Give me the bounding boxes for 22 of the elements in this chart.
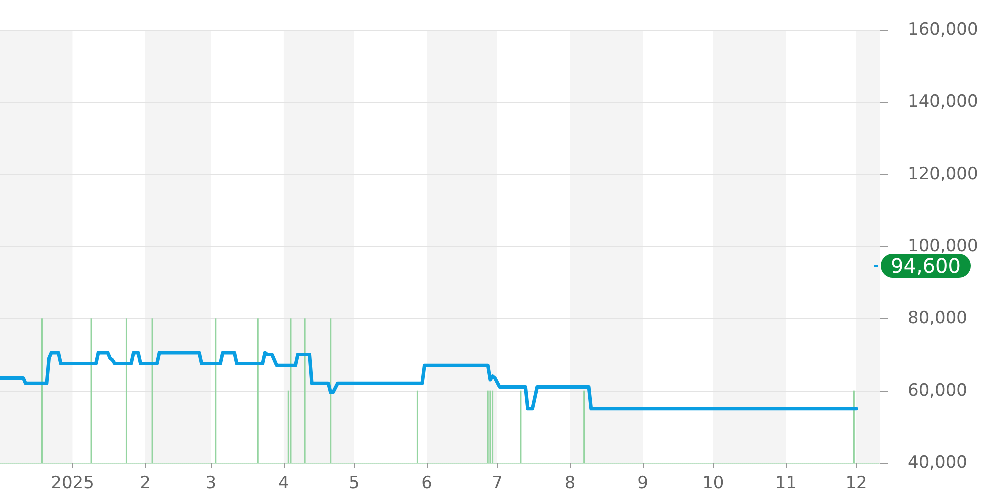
y-tick-label: 120,000 xyxy=(908,164,978,184)
x-tick-label: 3 xyxy=(206,474,217,494)
x-tick-label: 9 xyxy=(638,474,648,494)
y-tick-label: 160,000 xyxy=(908,20,978,40)
y-tick-label: 100,000 xyxy=(908,236,978,256)
badge: 94,600 xyxy=(881,254,971,278)
x-tick-label: 2 xyxy=(140,474,151,494)
y-tick-label: 60,000 xyxy=(908,380,968,401)
x-tick-label: 11 xyxy=(775,474,797,494)
x-tick-label: 10 xyxy=(702,474,724,494)
annotation: 94,600 xyxy=(891,254,961,278)
x-tick-label: 6 xyxy=(422,474,433,494)
x-tick-label: 4 xyxy=(278,474,290,494)
x-tick-label: 7 xyxy=(492,474,503,494)
x-tick-label: 8 xyxy=(564,474,576,494)
x-tick-label: 5 xyxy=(348,474,360,494)
y-tick-label: 140,000 xyxy=(908,92,978,112)
y-tick-label: 40,000 xyxy=(908,453,968,473)
y-tick-label: 80,000 xyxy=(908,308,968,329)
x-tick-label: 2025 xyxy=(51,474,94,494)
line-series xyxy=(0,351,858,411)
x-tick-label: 12 xyxy=(846,474,868,494)
